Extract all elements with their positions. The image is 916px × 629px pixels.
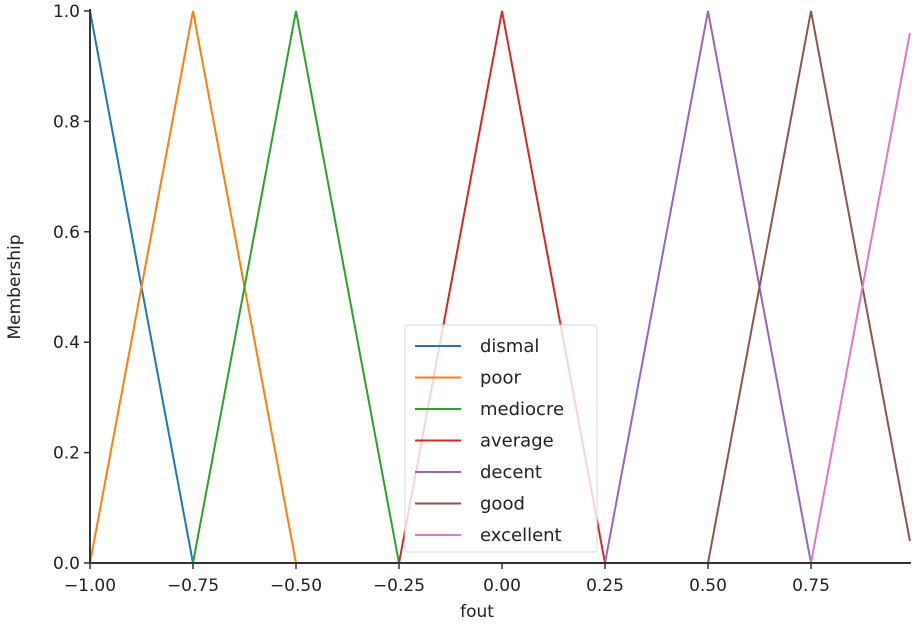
x-tick-label: −0.50: [270, 576, 322, 596]
legend-label-decent: decent: [480, 462, 542, 483]
x-tick-label: 0.50: [689, 576, 727, 596]
axes: −1.00 −0.75 −0.50 −0.25 0.00 0.25 0.50 0.75 0.0 0…: [53, 2, 911, 596]
x-tick-label: −1.00: [64, 576, 116, 596]
x-tick-label: 0.75: [792, 576, 830, 596]
x-axis-label: fout: [460, 602, 494, 622]
legend-label-poor: poor: [480, 368, 521, 389]
y-tick-label: 1.0: [53, 2, 80, 22]
y-tick-label: 0.0: [53, 554, 80, 574]
x-tick-label: −0.75: [167, 576, 219, 596]
legend-frame: [404, 324, 598, 553]
y-tick-label: 0.2: [53, 444, 80, 464]
legend-label-good: good: [480, 494, 525, 515]
legend-label-mediocre: mediocre: [480, 399, 564, 420]
legend-label-excellent: excellent: [480, 525, 562, 546]
y-tick-label: 0.8: [53, 112, 80, 132]
legend: dismal poor mediocre average decent good excel…: [404, 324, 598, 553]
y-tick-label: 0.6: [53, 223, 80, 243]
legend-label-average: average: [480, 431, 554, 452]
x-tick-label: 0.00: [483, 576, 521, 596]
y-tick-label: 0.4: [53, 333, 80, 353]
legend-label-dismal: dismal: [480, 336, 539, 357]
x-tick-label: 0.25: [586, 576, 624, 596]
y-axis-label: Membership: [5, 234, 25, 339]
x-tick-label: −0.25: [373, 576, 425, 596]
